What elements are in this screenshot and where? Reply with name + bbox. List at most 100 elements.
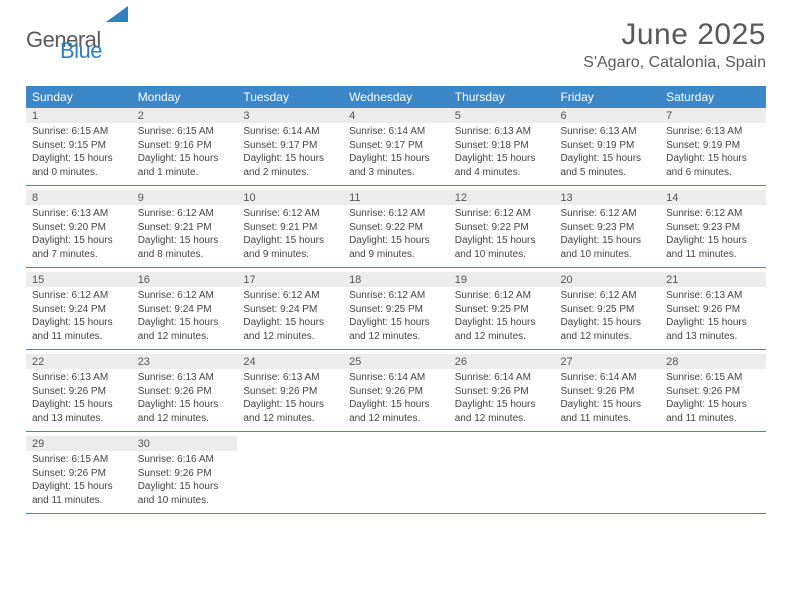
day-number: 28 xyxy=(660,354,766,369)
sunrise-line: Sunrise: 6:12 AM xyxy=(243,289,337,303)
daylight-line: Daylight: 15 hours and 11 minutes. xyxy=(560,398,654,425)
sunrise-line: Sunrise: 6:15 AM xyxy=(32,453,126,467)
sunset-line: Sunset: 9:22 PM xyxy=(349,221,443,235)
sunset-line: Sunset: 9:26 PM xyxy=(138,467,232,481)
day-number xyxy=(343,436,449,451)
sunset-line: Sunset: 9:26 PM xyxy=(349,385,443,399)
daylight-line: Daylight: 15 hours and 12 minutes. xyxy=(349,398,443,425)
day-number-row: 1234567 xyxy=(26,108,766,123)
day-details: Sunrise: 6:13 AMSunset: 9:26 PMDaylight:… xyxy=(660,287,766,349)
sunset-line: Sunset: 9:23 PM xyxy=(666,221,760,235)
daylight-line: Daylight: 15 hours and 9 minutes. xyxy=(349,234,443,261)
daylight-line: Daylight: 15 hours and 11 minutes. xyxy=(32,316,126,343)
sunset-line: Sunset: 9:24 PM xyxy=(243,303,337,317)
day-details: Sunrise: 6:14 AMSunset: 9:26 PMDaylight:… xyxy=(449,369,555,431)
daylight-line: Daylight: 15 hours and 11 minutes. xyxy=(666,234,760,261)
day-details: Sunrise: 6:13 AMSunset: 9:26 PMDaylight:… xyxy=(237,369,343,431)
weekday-header-row: SundayMondayTuesdayWednesdayThursdayFrid… xyxy=(26,86,766,108)
day-number: 23 xyxy=(132,354,238,369)
day-details: Sunrise: 6:12 AMSunset: 9:24 PMDaylight:… xyxy=(132,287,238,349)
sunrise-line: Sunrise: 6:16 AM xyxy=(138,453,232,467)
sunrise-line: Sunrise: 6:12 AM xyxy=(349,289,443,303)
sunrise-line: Sunrise: 6:13 AM xyxy=(243,371,337,385)
daylight-line: Daylight: 15 hours and 12 minutes. xyxy=(138,316,232,343)
sunrise-line: Sunrise: 6:14 AM xyxy=(349,371,443,385)
sunset-line: Sunset: 9:17 PM xyxy=(349,139,443,153)
day-number-row: 15161718192021 xyxy=(26,272,766,287)
sunset-line: Sunset: 9:24 PM xyxy=(32,303,126,317)
daylight-line: Daylight: 15 hours and 4 minutes. xyxy=(455,152,549,179)
daylight-line: Daylight: 15 hours and 9 minutes. xyxy=(243,234,337,261)
sunset-line: Sunset: 9:25 PM xyxy=(560,303,654,317)
daylight-line: Daylight: 15 hours and 10 minutes. xyxy=(455,234,549,261)
day-details: Sunrise: 6:12 AMSunset: 9:22 PMDaylight:… xyxy=(449,205,555,267)
sunset-line: Sunset: 9:20 PM xyxy=(32,221,126,235)
sunrise-line: Sunrise: 6:12 AM xyxy=(455,289,549,303)
day-details: Sunrise: 6:16 AMSunset: 9:26 PMDaylight:… xyxy=(132,451,238,513)
daylight-line: Daylight: 15 hours and 11 minutes. xyxy=(666,398,760,425)
calendar: SundayMondayTuesdayWednesdayThursdayFrid… xyxy=(26,86,766,514)
week-row: 15161718192021Sunrise: 6:12 AMSunset: 9:… xyxy=(26,272,766,350)
day-details: Sunrise: 6:15 AMSunset: 9:15 PMDaylight:… xyxy=(26,123,132,185)
day-details: Sunrise: 6:13 AMSunset: 9:26 PMDaylight:… xyxy=(26,369,132,431)
day-number: 9 xyxy=(132,190,238,205)
daylight-line: Daylight: 15 hours and 12 minutes. xyxy=(455,398,549,425)
sunrise-line: Sunrise: 6:14 AM xyxy=(560,371,654,385)
day-details: Sunrise: 6:12 AMSunset: 9:23 PMDaylight:… xyxy=(554,205,660,267)
daylight-line: Daylight: 15 hours and 12 minutes. xyxy=(560,316,654,343)
sunset-line: Sunset: 9:26 PM xyxy=(32,467,126,481)
day-number: 14 xyxy=(660,190,766,205)
day-details-row: Sunrise: 6:15 AMSunset: 9:15 PMDaylight:… xyxy=(26,123,766,185)
day-details-row: Sunrise: 6:13 AMSunset: 9:26 PMDaylight:… xyxy=(26,369,766,431)
sunrise-line: Sunrise: 6:12 AM xyxy=(560,289,654,303)
day-number: 27 xyxy=(554,354,660,369)
sunrise-line: Sunrise: 6:14 AM xyxy=(243,125,337,139)
day-number: 25 xyxy=(343,354,449,369)
day-details xyxy=(237,451,343,513)
daylight-line: Daylight: 15 hours and 0 minutes. xyxy=(32,152,126,179)
daylight-line: Daylight: 15 hours and 7 minutes. xyxy=(32,234,126,261)
day-number: 18 xyxy=(343,272,449,287)
sunset-line: Sunset: 9:26 PM xyxy=(560,385,654,399)
sunrise-line: Sunrise: 6:12 AM xyxy=(349,207,443,221)
day-number: 17 xyxy=(237,272,343,287)
day-number: 6 xyxy=(554,108,660,123)
sunrise-line: Sunrise: 6:15 AM xyxy=(666,371,760,385)
sunrise-line: Sunrise: 6:13 AM xyxy=(560,125,654,139)
weekday-header: Saturday xyxy=(660,86,766,108)
day-details: Sunrise: 6:15 AMSunset: 9:26 PMDaylight:… xyxy=(660,369,766,431)
sunrise-line: Sunrise: 6:12 AM xyxy=(666,207,760,221)
weekday-header: Tuesday xyxy=(237,86,343,108)
sunset-line: Sunset: 9:26 PM xyxy=(666,385,760,399)
daylight-line: Daylight: 15 hours and 12 minutes. xyxy=(349,316,443,343)
logo-triangle-icon xyxy=(106,6,128,27)
day-number: 8 xyxy=(26,190,132,205)
daylight-line: Daylight: 15 hours and 11 minutes. xyxy=(32,480,126,507)
header: General Blue June 2025 S'Agaro, Cataloni… xyxy=(0,0,792,80)
day-number: 10 xyxy=(237,190,343,205)
daylight-line: Daylight: 15 hours and 10 minutes. xyxy=(560,234,654,261)
day-details: Sunrise: 6:15 AMSunset: 9:26 PMDaylight:… xyxy=(26,451,132,513)
day-details: Sunrise: 6:14 AMSunset: 9:17 PMDaylight:… xyxy=(237,123,343,185)
day-number-row: 2930 xyxy=(26,436,766,451)
day-details: Sunrise: 6:14 AMSunset: 9:26 PMDaylight:… xyxy=(554,369,660,431)
day-number xyxy=(449,436,555,451)
weekday-header: Thursday xyxy=(449,86,555,108)
day-number-row: 891011121314 xyxy=(26,190,766,205)
sunset-line: Sunset: 9:24 PM xyxy=(138,303,232,317)
sunrise-line: Sunrise: 6:12 AM xyxy=(32,289,126,303)
day-details: Sunrise: 6:13 AMSunset: 9:19 PMDaylight:… xyxy=(554,123,660,185)
day-number: 20 xyxy=(554,272,660,287)
day-details: Sunrise: 6:13 AMSunset: 9:26 PMDaylight:… xyxy=(132,369,238,431)
day-number: 15 xyxy=(26,272,132,287)
day-number: 3 xyxy=(237,108,343,123)
day-number xyxy=(660,436,766,451)
day-number: 13 xyxy=(554,190,660,205)
daylight-line: Daylight: 15 hours and 12 minutes. xyxy=(243,316,337,343)
daylight-line: Daylight: 15 hours and 2 minutes. xyxy=(243,152,337,179)
sunset-line: Sunset: 9:17 PM xyxy=(243,139,337,153)
day-details: Sunrise: 6:12 AMSunset: 9:22 PMDaylight:… xyxy=(343,205,449,267)
day-number: 1 xyxy=(26,108,132,123)
daylight-line: Daylight: 15 hours and 1 minute. xyxy=(138,152,232,179)
sunrise-line: Sunrise: 6:12 AM xyxy=(243,207,337,221)
